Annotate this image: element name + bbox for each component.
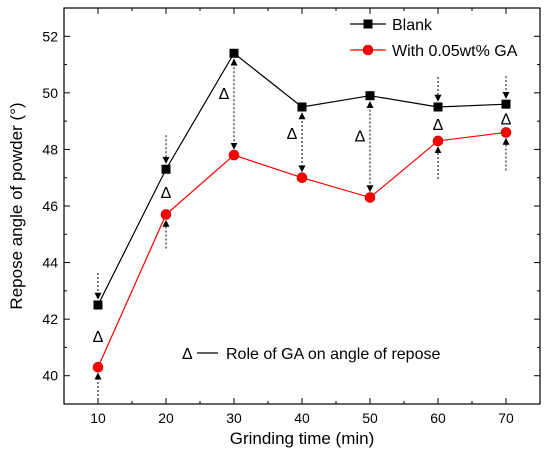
axis-ticks bbox=[64, 8, 540, 404]
point-blank bbox=[501, 99, 511, 109]
y-tick-label: 40 bbox=[42, 368, 58, 384]
delta-label: Δ bbox=[161, 185, 172, 202]
y-tick-label: 48 bbox=[42, 141, 58, 157]
point-blank bbox=[365, 91, 375, 101]
point-ga bbox=[432, 135, 444, 147]
point-ga bbox=[92, 361, 104, 373]
delta-label: Δ bbox=[219, 86, 230, 103]
x-tick-label: 50 bbox=[362, 410, 378, 426]
tick-labels: 10 20 30 40 50 60 70 40 42 44 46 48 50 52 bbox=[42, 28, 514, 426]
delta-label: Δ bbox=[433, 117, 444, 134]
series-line-ga bbox=[97, 131, 507, 368]
x-tick-label: 60 bbox=[430, 410, 446, 426]
point-ga bbox=[364, 192, 376, 203]
legend-marker-blank bbox=[363, 19, 373, 29]
plot-frame bbox=[63, 7, 541, 405]
delta-labels: Δ Δ Δ Δ Δ Δ Δ bbox=[93, 86, 512, 346]
delta-label: Δ bbox=[355, 129, 366, 146]
series-group bbox=[92, 48, 512, 373]
point-ga bbox=[296, 172, 308, 184]
point-blank bbox=[93, 300, 103, 310]
x-tick-label: 10 bbox=[90, 410, 106, 426]
y-tick-label: 42 bbox=[42, 311, 58, 327]
point-blank bbox=[161, 164, 171, 174]
point-blank bbox=[229, 48, 239, 58]
legend: Blank With 0.05wt% GA bbox=[350, 17, 518, 60]
delta-label: Δ bbox=[501, 111, 512, 128]
point-ga bbox=[228, 149, 240, 161]
point-ga bbox=[160, 209, 172, 220]
y-tick-label: 44 bbox=[42, 255, 58, 271]
y-tick-label: 46 bbox=[42, 198, 58, 214]
legend-label-ga: With 0.05wt% GA bbox=[392, 43, 518, 60]
y-axis-label: Repose angle of powder (°) bbox=[7, 102, 26, 309]
difference-arrows bbox=[94, 58, 510, 404]
legend-marker-ga bbox=[362, 44, 374, 56]
point-blank bbox=[297, 102, 307, 112]
point-blank bbox=[433, 102, 443, 112]
x-tick-label: 20 bbox=[158, 410, 174, 426]
delta-label: Δ bbox=[93, 329, 104, 346]
y-tick-label: 50 bbox=[42, 85, 58, 101]
point-ga bbox=[500, 127, 512, 138]
y-tick-label: 52 bbox=[42, 28, 58, 44]
x-axis-label: Grinding time (min) bbox=[230, 429, 375, 448]
legend-label-blank: Blank bbox=[392, 17, 433, 34]
annotation: Δ Role of GA on angle of repose bbox=[182, 346, 440, 363]
x-tick-label: 30 bbox=[226, 410, 242, 426]
x-tick-label: 70 bbox=[498, 410, 514, 426]
x-tick-label: 40 bbox=[294, 410, 310, 426]
annotation-text: Role of GA on angle of repose bbox=[226, 346, 440, 363]
annotation-delta-symbol: Δ bbox=[182, 346, 193, 363]
delta-label: Δ bbox=[287, 126, 298, 143]
